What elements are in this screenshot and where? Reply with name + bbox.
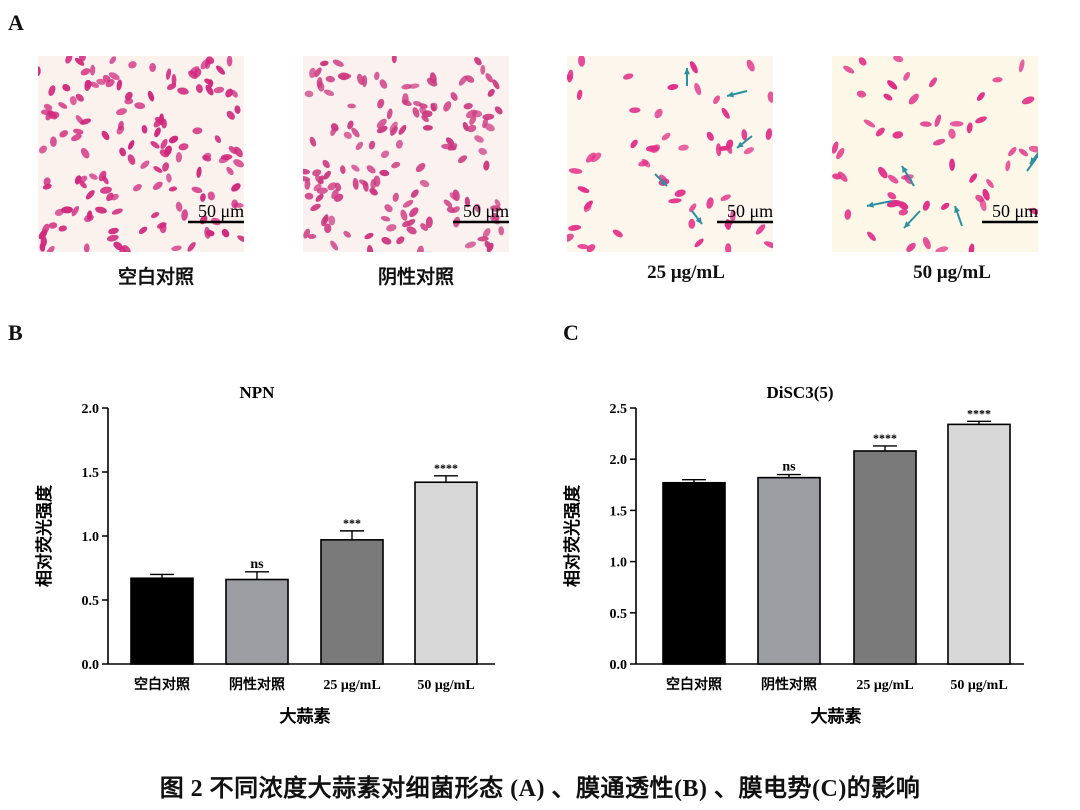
scale-bar-label: 50 μm (992, 201, 1038, 221)
y-tick-label: 0.5 (610, 607, 628, 622)
bar (414, 481, 478, 665)
x-axis-label: 大蒜素 (280, 706, 331, 726)
y-tick-label: 0.5 (82, 594, 100, 609)
indicator-arrows (654, 68, 753, 225)
panel-letter-a: A (8, 10, 24, 35)
significance-label: **** (434, 461, 458, 475)
y-tick-label: 0.0 (82, 658, 100, 673)
scale-bar-label: 50 μm (463, 201, 509, 221)
significance-label: ns (250, 557, 264, 572)
category-label: 25 μg/mL (323, 678, 380, 693)
significance-label: *** (343, 516, 361, 530)
micrograph-label-50: 50 μg/mL (913, 262, 991, 283)
arrow-icon (1026, 154, 1038, 172)
bar (662, 481, 726, 665)
bar (320, 539, 384, 665)
category-label: 50 μg/mL (950, 678, 1007, 693)
micrograph-negative-control: 50 μm (303, 56, 509, 252)
category-label: 25 μg/mL (856, 678, 913, 693)
micrograph-label-25: 25 μg/mL (647, 262, 725, 283)
category-label: 50 μg/mL (417, 678, 474, 693)
y-tick-label: 2.0 (610, 453, 628, 468)
micrograph-background (832, 56, 1038, 252)
bacteria-cells (832, 56, 1038, 252)
y-axis-label: 相对荧光强度 (562, 484, 582, 587)
chart-title: NPN (240, 383, 276, 402)
bar (853, 450, 917, 665)
category-label: 阴性对照 (229, 676, 285, 693)
bacteria-cells (38, 56, 244, 252)
micrograph-blank-control: 50 μm (38, 56, 244, 252)
scale-bar-label: 50 μm (198, 201, 244, 221)
figure-caption: 图 2 不同浓度大蒜素对细菌形态 (A) 、膜通透性(B) 、膜电势(C)的影响 (159, 776, 921, 802)
category-label: 阴性对照 (761, 676, 817, 693)
scale-bar-label: 50 μm (727, 201, 773, 221)
bar (947, 423, 1011, 665)
category-label: 空白对照 (134, 676, 190, 693)
micrograph-50ugml: 50 μm (832, 56, 1038, 252)
bar (130, 577, 194, 665)
micrograph-25ugml: 50 μm (567, 56, 773, 252)
micrograph-label-blank: 空白对照 (117, 267, 194, 288)
micrograph-label-negative: 阴性对照 (377, 267, 454, 288)
panel-letter-b: B (8, 320, 23, 345)
y-tick-label: 1.0 (82, 530, 100, 545)
significance-label: ns (782, 460, 796, 475)
significance-label: **** (873, 431, 897, 445)
bacteria-cells (567, 56, 773, 252)
indicator-arrows (866, 151, 1038, 229)
category-label: 空白对照 (666, 676, 722, 693)
bar (757, 476, 821, 665)
y-tick-label: 1.0 (610, 556, 628, 571)
panel-letter-c: C (563, 320, 579, 345)
y-tick-label: 2.5 (610, 402, 628, 417)
chart-title: DiSC3(5) (766, 383, 833, 402)
significance-label: **** (967, 406, 991, 420)
y-axis-label: 相对荧光强度 (34, 484, 54, 587)
y-tick-label: 0.0 (610, 658, 628, 673)
y-tick-label: 1.5 (82, 466, 100, 481)
x-axis-label: 大蒜素 (811, 706, 862, 726)
y-tick-label: 2.0 (82, 402, 100, 417)
y-tick-label: 1.5 (610, 504, 628, 519)
bacteria-cells (303, 56, 505, 252)
